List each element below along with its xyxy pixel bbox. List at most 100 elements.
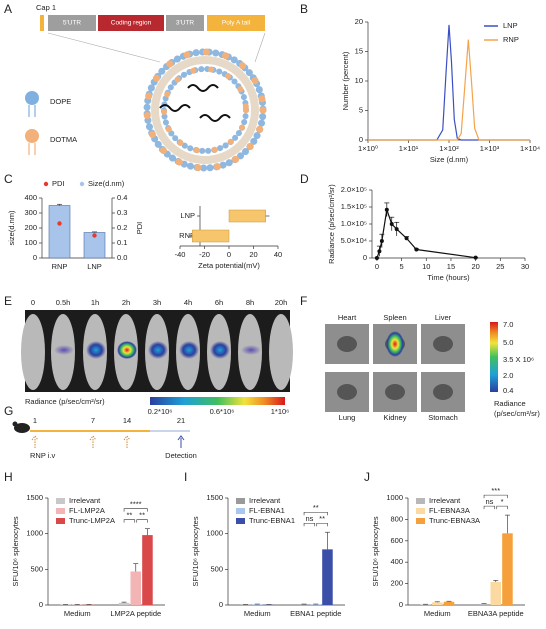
lipid-label: DOTMA bbox=[50, 135, 77, 144]
point bbox=[404, 236, 409, 241]
y-tick-label: 0 bbox=[219, 600, 223, 609]
legend-swatch bbox=[236, 518, 245, 524]
bar bbox=[192, 229, 230, 243]
dotma-tail bbox=[28, 143, 36, 155]
y-tick-label: 0.4 bbox=[117, 193, 127, 202]
x-tick-label: LNP bbox=[87, 262, 102, 271]
legend-label: LNP bbox=[503, 21, 518, 30]
significance-bracket bbox=[303, 511, 328, 516]
organ-label: Spleen bbox=[383, 313, 406, 322]
segment-label: Coding region bbox=[111, 20, 152, 27]
cap bbox=[40, 15, 44, 31]
point bbox=[414, 247, 419, 252]
significance-bracket bbox=[303, 522, 316, 527]
y-tick-label: 10 bbox=[355, 76, 363, 85]
segment bbox=[98, 15, 164, 31]
bar bbox=[298, 604, 310, 605]
dope-head bbox=[25, 91, 39, 105]
significance-bracket bbox=[496, 505, 508, 510]
point bbox=[384, 207, 389, 212]
colorbar-label: 5.0 bbox=[503, 338, 513, 347]
x-tick-label: 20 bbox=[249, 250, 257, 259]
colorbar-label: 0.6*10⁶ bbox=[210, 407, 235, 416]
organ-label: Stomach bbox=[428, 413, 458, 422]
segment-label: 3'UTR bbox=[176, 20, 195, 27]
colorbar-title: Radiance bbox=[494, 399, 526, 408]
organ bbox=[385, 384, 405, 400]
significance-bracket bbox=[123, 519, 136, 523]
y-tick-label: 0 bbox=[363, 253, 367, 262]
y-tick-label: 0 bbox=[39, 600, 43, 609]
y-tick-label: 100 bbox=[24, 238, 37, 247]
segment bbox=[207, 15, 265, 31]
y-tick-label: 1500 bbox=[206, 493, 223, 502]
significance-label: ** bbox=[313, 503, 319, 512]
legend-swatch bbox=[236, 508, 245, 514]
panel-letter: H bbox=[4, 470, 13, 484]
y-tick-label: 0.1 bbox=[117, 238, 127, 247]
organ bbox=[433, 336, 453, 352]
signal bbox=[241, 345, 261, 355]
x-tick-label: Medium bbox=[424, 609, 451, 618]
mrna-construct: Cap 1 5'UTR Coding region 3'UTR Poly A t… bbox=[36, 3, 266, 63]
series-line bbox=[368, 24, 530, 141]
x-tick-label: EBNA3A peptide bbox=[468, 609, 524, 618]
tails bbox=[151, 56, 259, 164]
bar bbox=[118, 602, 130, 605]
y-tick-label: 800 bbox=[390, 514, 403, 523]
significance-bracket bbox=[483, 494, 508, 499]
legend-swatch bbox=[416, 508, 425, 514]
x-tick-label: 1×10⁰ bbox=[358, 144, 378, 153]
organ bbox=[433, 384, 453, 400]
significance-bracket bbox=[316, 522, 328, 527]
bar bbox=[443, 601, 455, 605]
x-tick-label: 5 bbox=[400, 262, 404, 271]
point bbox=[374, 256, 379, 260]
y-tick-label: 5 bbox=[359, 105, 363, 114]
axis-title: PDI bbox=[135, 222, 144, 235]
bar bbox=[502, 533, 513, 605]
colorbar-label: 0.4 bbox=[503, 386, 513, 395]
day-label: 21 bbox=[177, 416, 185, 425]
outer-heads-cationic bbox=[143, 48, 267, 172]
axis-title: Size (d.nm) bbox=[430, 155, 469, 164]
x-tick-label: 15 bbox=[447, 262, 455, 271]
bar bbox=[48, 205, 71, 259]
organ bbox=[337, 384, 357, 400]
point bbox=[389, 222, 394, 226]
timepoint-label: 1h bbox=[91, 298, 99, 307]
x-tick-label: 1×10² bbox=[439, 144, 459, 153]
timepoint-label: 20h bbox=[275, 298, 288, 307]
day-label: 7 bbox=[91, 416, 95, 425]
colorbar bbox=[150, 397, 285, 405]
legend-swatch bbox=[56, 508, 65, 514]
y-tick-label: 500 bbox=[210, 564, 223, 573]
panel-letter: J bbox=[364, 470, 370, 484]
timepoint-label: 6h bbox=[215, 298, 223, 307]
legend-swatch bbox=[236, 498, 245, 504]
legend-label: FL-EBNA1 bbox=[249, 506, 285, 515]
panel-letter: E bbox=[4, 294, 12, 308]
y-tick-label: 0.3 bbox=[117, 208, 127, 217]
point bbox=[394, 227, 399, 232]
injection-arrow bbox=[31, 435, 131, 448]
signal bbox=[148, 341, 168, 359]
panel-letter: F bbox=[300, 294, 307, 308]
colorbar-label: 0.2*10⁶ bbox=[148, 407, 173, 416]
legend-swatch bbox=[56, 518, 65, 524]
mouse bbox=[269, 314, 293, 390]
y-tick-label: 2.0×10⁵ bbox=[341, 185, 367, 194]
significance-label: ** bbox=[319, 514, 325, 523]
significance-bracket bbox=[136, 519, 148, 523]
significance-label: *** bbox=[491, 486, 500, 495]
x-tick-label: RNP bbox=[52, 262, 68, 271]
axis-title: Radiance (p/sec/cm²/sr) bbox=[327, 184, 336, 264]
colorbar bbox=[490, 322, 498, 392]
segment-label: Poly A tail bbox=[222, 20, 251, 27]
significance-label: ** bbox=[139, 511, 145, 520]
panel-letter: B bbox=[300, 2, 308, 16]
x-tick-label: 1×10³ bbox=[480, 144, 500, 153]
point bbox=[57, 221, 62, 226]
legend-label: Irrelevant bbox=[429, 496, 461, 505]
